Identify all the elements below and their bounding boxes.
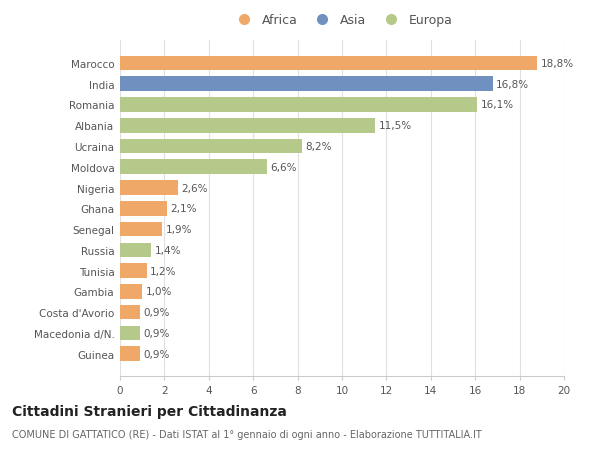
Text: COMUNE DI GATTATICO (RE) - Dati ISTAT al 1° gennaio di ogni anno - Elaborazione : COMUNE DI GATTATICO (RE) - Dati ISTAT al…: [12, 429, 482, 439]
Text: 1,0%: 1,0%: [146, 287, 172, 297]
Bar: [120, 98, 478, 112]
Legend: Africa, Asia, Europa: Africa, Asia, Europa: [232, 14, 452, 27]
Text: 1,4%: 1,4%: [154, 245, 181, 255]
Bar: [120, 160, 266, 175]
Text: 16,8%: 16,8%: [496, 79, 529, 90]
Bar: [120, 347, 140, 361]
Text: 18,8%: 18,8%: [541, 59, 574, 69]
Bar: [120, 140, 302, 154]
Text: 0,9%: 0,9%: [143, 308, 170, 318]
Text: 2,6%: 2,6%: [181, 183, 208, 193]
Text: 2,1%: 2,1%: [170, 204, 196, 214]
Text: 8,2%: 8,2%: [305, 142, 332, 151]
Text: 0,9%: 0,9%: [143, 349, 170, 359]
Bar: [120, 326, 140, 341]
Bar: [120, 119, 376, 133]
Text: 11,5%: 11,5%: [379, 121, 412, 131]
Bar: [120, 222, 162, 237]
Bar: [120, 264, 146, 278]
Text: 1,9%: 1,9%: [166, 224, 192, 235]
Bar: [120, 77, 493, 92]
Bar: [120, 202, 167, 216]
Bar: [120, 181, 178, 196]
Bar: [120, 243, 151, 257]
Text: 0,9%: 0,9%: [143, 328, 170, 338]
Text: 6,6%: 6,6%: [270, 162, 296, 173]
Text: Cittadini Stranieri per Cittadinanza: Cittadini Stranieri per Cittadinanza: [12, 404, 287, 418]
Text: 1,2%: 1,2%: [150, 266, 176, 276]
Text: 16,1%: 16,1%: [481, 100, 514, 110]
Bar: [120, 285, 142, 299]
Bar: [120, 305, 140, 320]
Bar: [120, 56, 538, 71]
